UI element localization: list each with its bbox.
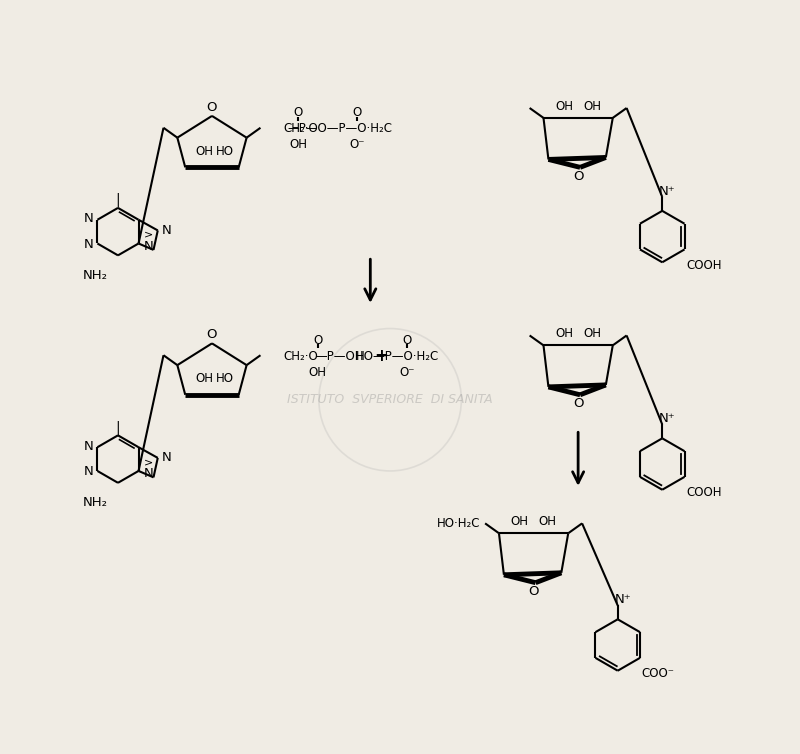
Text: N⁺: N⁺ bbox=[614, 593, 631, 606]
Text: N⁺: N⁺ bbox=[659, 185, 675, 198]
Text: O: O bbox=[573, 170, 583, 182]
Text: COOH: COOH bbox=[686, 486, 722, 499]
Text: HO: HO bbox=[216, 145, 234, 158]
Text: ISTITUTO  SVPERIORE  DI SANITA: ISTITUTO SVPERIORE DI SANITA bbox=[287, 394, 493, 406]
Text: +: + bbox=[374, 348, 388, 365]
Text: O: O bbox=[528, 585, 539, 598]
Text: >: > bbox=[144, 230, 154, 240]
Text: OH: OH bbox=[555, 327, 574, 340]
Text: N: N bbox=[84, 465, 94, 479]
Text: OH: OH bbox=[195, 145, 213, 158]
Text: O: O bbox=[206, 100, 218, 114]
Text: OH: OH bbox=[583, 327, 601, 340]
Text: NH₂: NH₂ bbox=[83, 496, 108, 509]
Text: CH₂·O: CH₂·O bbox=[283, 350, 318, 363]
Text: CH₂·O: CH₂·O bbox=[283, 122, 318, 135]
Text: OH: OH bbox=[583, 100, 601, 112]
Text: NH₂: NH₂ bbox=[83, 268, 108, 282]
Text: N: N bbox=[84, 213, 94, 225]
Text: N: N bbox=[162, 224, 171, 237]
Text: N: N bbox=[84, 440, 94, 452]
Text: COO⁻: COO⁻ bbox=[642, 667, 674, 680]
Text: HO: HO bbox=[216, 372, 234, 385]
Text: —P—O—P—O·H₂C: —P—O—P—O·H₂C bbox=[287, 122, 392, 135]
Text: COOH: COOH bbox=[686, 259, 722, 271]
Text: OH: OH bbox=[510, 515, 529, 528]
Text: O⁻: O⁻ bbox=[350, 138, 365, 151]
Text: OH: OH bbox=[309, 366, 327, 379]
Text: N: N bbox=[143, 467, 154, 480]
Text: O: O bbox=[353, 106, 362, 119]
Text: N: N bbox=[84, 238, 94, 251]
Text: HO·H₂C: HO·H₂C bbox=[437, 516, 480, 530]
Text: |: | bbox=[116, 420, 120, 435]
Text: N: N bbox=[143, 240, 154, 253]
Text: |: | bbox=[116, 193, 120, 207]
Text: OH: OH bbox=[555, 100, 574, 112]
Text: O⁻: O⁻ bbox=[399, 366, 414, 379]
Text: HO—P—O·H₂C: HO—P—O·H₂C bbox=[355, 350, 438, 363]
Text: O: O bbox=[314, 334, 322, 347]
Text: —P—OH: —P—OH bbox=[315, 350, 364, 363]
Text: O: O bbox=[206, 328, 218, 341]
Text: OH: OH bbox=[195, 372, 213, 385]
Text: O: O bbox=[402, 334, 411, 347]
Text: OH: OH bbox=[289, 138, 307, 151]
Text: O: O bbox=[294, 106, 302, 119]
Text: N: N bbox=[162, 452, 171, 464]
Text: >: > bbox=[144, 457, 154, 467]
Text: O: O bbox=[573, 397, 583, 410]
Text: N⁺: N⁺ bbox=[659, 412, 675, 425]
Text: OH: OH bbox=[538, 515, 557, 528]
